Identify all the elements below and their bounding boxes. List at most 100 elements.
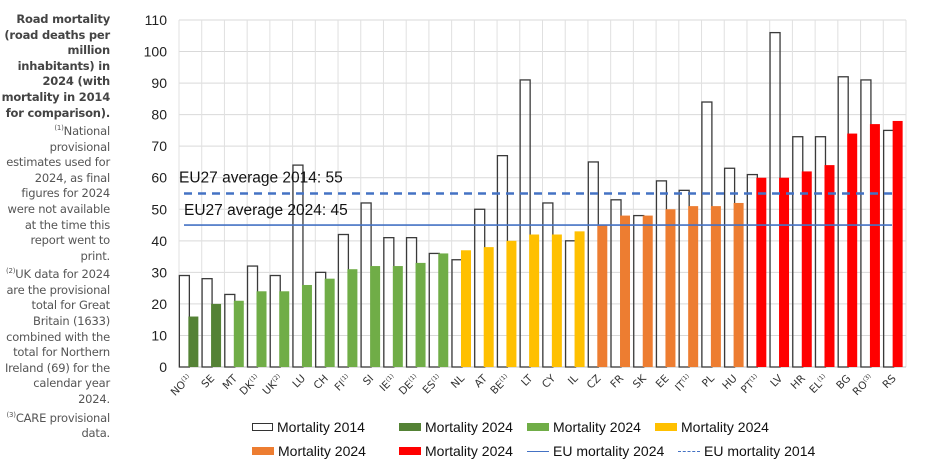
- bar-2014-RO: [860, 79, 872, 368]
- bar-2014-CY: [542, 202, 554, 368]
- caption-note-1: (1)National provisional estimates used f…: [6, 123, 110, 263]
- x-tick-label: FI(1): [333, 373, 354, 394]
- x-tick-label: CZ: [585, 373, 604, 392]
- bar-2014-SI: [360, 202, 372, 368]
- bar-2024-DE: [415, 262, 426, 367]
- x-tick-label: DK(1): [238, 373, 263, 398]
- legend-item: Mortality 2024: [399, 419, 513, 435]
- bar-2024-FR: [620, 215, 631, 367]
- bar-2024-CY: [551, 234, 562, 367]
- legend-item: Mortality 2024: [655, 419, 769, 435]
- bar-2024-SE: [211, 303, 222, 367]
- legend-label: Mortality 2024: [278, 443, 366, 459]
- x-tick-label: IT(1): [673, 373, 694, 394]
- x-tick-label: DE(1): [397, 373, 422, 398]
- bar-2024-SI: [370, 266, 381, 367]
- bar-2014-UK: [269, 274, 281, 368]
- bar-2024-FI: [347, 269, 358, 367]
- bar-2024-NL: [460, 250, 471, 367]
- bar-2014-NO: [178, 274, 191, 368]
- x-tick-label: AT: [472, 372, 490, 390]
- x-tick-label: LT: [519, 372, 536, 389]
- bar-2014-RS: [882, 129, 895, 368]
- y-tick-label: 30: [151, 264, 167, 280]
- bar-2014-BG: [837, 76, 849, 368]
- x-tick-label: PT(1): [739, 373, 763, 397]
- bar-2024-SK: [642, 215, 653, 367]
- bar-2024-PL: [710, 206, 721, 367]
- legend-swatch: [252, 423, 273, 431]
- y-tick-label: 0: [159, 359, 167, 375]
- x-tick-label: ES(1): [420, 373, 444, 397]
- legend-label: Mortality 2014: [277, 419, 365, 435]
- legend-item: Mortality 2024: [399, 443, 513, 459]
- legend-item: Mortality 2014: [252, 419, 365, 435]
- bar-2024-RO: [869, 124, 880, 367]
- legend-label: Mortality 2024: [681, 419, 769, 435]
- bar-2024-HU: [733, 202, 744, 367]
- bar-2014-DE: [405, 237, 418, 368]
- bar-2014-NL: [451, 259, 463, 368]
- caption-note-2: (2)UK data for 2024 are the provisional …: [4, 267, 110, 406]
- bar-2024-RS: [892, 120, 903, 367]
- y-axis: 0 10 20 30 40 50 60 70 80 90 100 110: [144, 12, 168, 375]
- bar-2024-DK: [256, 291, 267, 367]
- x-tick-label: CY: [540, 372, 558, 390]
- bar-2014-MT: [224, 293, 236, 368]
- caption-note-3: (3)CARE provisional data.: [6, 410, 110, 440]
- bar-2014-EL: [814, 136, 827, 368]
- legend-label: Mortality 2024: [425, 443, 513, 459]
- bar-2024-CH: [324, 278, 335, 367]
- bar-2024-HR: [801, 171, 812, 367]
- y-tick-label: 50: [151, 201, 167, 217]
- bar-2024-AT: [483, 247, 494, 367]
- y-tick-label: 20: [151, 296, 167, 312]
- bar-2024-EE: [665, 209, 676, 367]
- x-tick-label: EE: [654, 373, 672, 391]
- legend-swatch: [655, 423, 677, 431]
- x-tick-label: SE: [199, 373, 217, 391]
- x-tick-label: IE(1): [378, 373, 399, 394]
- y-tick-label: 70: [151, 138, 167, 154]
- legend-item: EU mortality 2024: [527, 443, 664, 459]
- x-tick-label: RS: [880, 372, 899, 391]
- x-tick-label: NO(1): [169, 373, 195, 399]
- bar-2024-IL: [574, 231, 585, 367]
- bar-2024-EL: [824, 165, 835, 367]
- y-tick-label: 100: [144, 44, 168, 60]
- bar-2014-LU: [292, 164, 304, 368]
- bar-2014-PL: [701, 101, 713, 368]
- bar-2014-SK: [633, 214, 645, 368]
- legend-label: EU mortality 2024: [553, 443, 665, 459]
- chart-caption: Road mortality (road deaths per million …: [0, 12, 111, 442]
- bar-chart: 0 10 20 30 40 50 60 70 80 90 100 110 EU27 average 2…: [144, 12, 907, 399]
- bar-2024-PT: [756, 177, 767, 367]
- x-tick-label: HR: [789, 373, 808, 392]
- legend-swatch: [678, 450, 700, 452]
- bar-2014-LT: [519, 79, 531, 368]
- bars: [178, 31, 903, 368]
- legend-item: Mortality 2024: [252, 443, 366, 459]
- legend-swatch: [399, 447, 421, 455]
- bar-2024-ES: [438, 253, 449, 367]
- x-tick-label: LV: [768, 372, 785, 389]
- caption-title: Road mortality (road deaths per million …: [1, 12, 111, 120]
- bar-2014-HU: [723, 167, 736, 368]
- x-tick-label: HU: [720, 373, 740, 393]
- x-tick-label: CH: [312, 373, 331, 392]
- legend-label: EU mortality 2014: [704, 443, 816, 459]
- reference-lines: EU27 average 2024: 45 EU27 average 2014: …: [179, 170, 892, 226]
- legend-item: Mortality 2024: [527, 419, 641, 435]
- y-tick-label: 110: [145, 12, 168, 28]
- x-tick-label: NL: [449, 373, 467, 391]
- y-tick-label: 10: [151, 327, 167, 343]
- x-tick-label: LU: [290, 373, 308, 391]
- bar-2014-SE: [201, 278, 213, 368]
- bar-2024-LT: [529, 234, 540, 367]
- bar-2024-LU: [301, 284, 312, 367]
- bar-2024-BE: [506, 240, 517, 367]
- x-tick-label: UK(2): [261, 373, 286, 398]
- bar-2014-IE: [383, 237, 395, 368]
- bar-2024-BG: [847, 133, 858, 367]
